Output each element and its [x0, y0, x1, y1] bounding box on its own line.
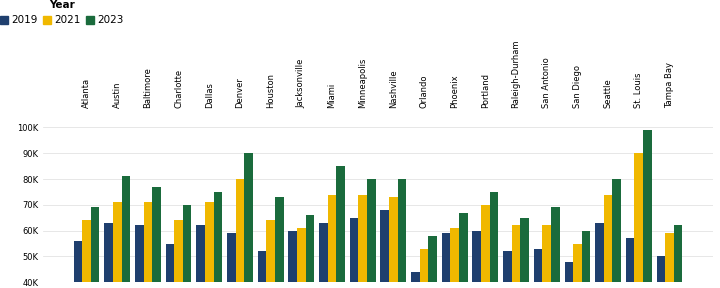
Bar	[113, 202, 122, 288]
Bar	[359, 195, 367, 288]
Bar	[91, 207, 99, 288]
Bar	[135, 226, 143, 288]
Bar	[397, 179, 406, 288]
Bar	[634, 153, 643, 288]
Bar	[166, 244, 174, 288]
Bar	[411, 272, 420, 288]
Bar	[564, 262, 573, 288]
Bar	[104, 223, 113, 288]
Bar	[674, 226, 683, 288]
Bar	[503, 251, 512, 288]
Bar	[490, 192, 498, 288]
Bar	[428, 236, 437, 288]
Bar	[122, 177, 130, 288]
Bar	[82, 220, 91, 288]
Bar	[534, 249, 542, 288]
Bar	[451, 228, 459, 288]
Bar	[481, 205, 490, 288]
Bar	[328, 195, 336, 288]
Bar	[582, 231, 590, 288]
Bar	[595, 223, 604, 288]
Bar	[542, 226, 551, 288]
Bar	[275, 197, 284, 288]
Bar	[459, 213, 467, 288]
Bar	[604, 195, 613, 288]
Bar	[174, 220, 183, 288]
Bar	[266, 220, 275, 288]
Bar	[367, 179, 376, 288]
Bar	[183, 205, 192, 288]
Bar	[205, 202, 214, 288]
Bar	[214, 192, 222, 288]
Bar	[227, 233, 235, 288]
Bar	[665, 233, 674, 288]
Bar	[73, 241, 82, 288]
Bar	[442, 233, 451, 288]
Bar	[389, 197, 397, 288]
Bar	[350, 218, 359, 288]
Bar	[305, 215, 314, 288]
Bar	[657, 256, 665, 288]
Bar	[380, 210, 389, 288]
Bar	[235, 179, 244, 288]
Bar	[319, 223, 328, 288]
Bar	[573, 244, 582, 288]
Bar	[626, 238, 634, 288]
Bar	[613, 179, 621, 288]
Bar	[297, 228, 305, 288]
Bar	[258, 251, 266, 288]
Bar	[521, 218, 529, 288]
Bar	[643, 130, 652, 288]
Bar	[289, 231, 297, 288]
Bar	[336, 166, 345, 288]
Bar	[197, 226, 205, 288]
Bar	[244, 153, 253, 288]
Bar	[420, 249, 428, 288]
Bar	[472, 231, 481, 288]
Legend: 2019, 2021, 2023: 2019, 2021, 2023	[0, 0, 124, 25]
Bar	[152, 187, 161, 288]
Bar	[143, 202, 152, 288]
Bar	[512, 226, 521, 288]
Bar	[551, 207, 559, 288]
